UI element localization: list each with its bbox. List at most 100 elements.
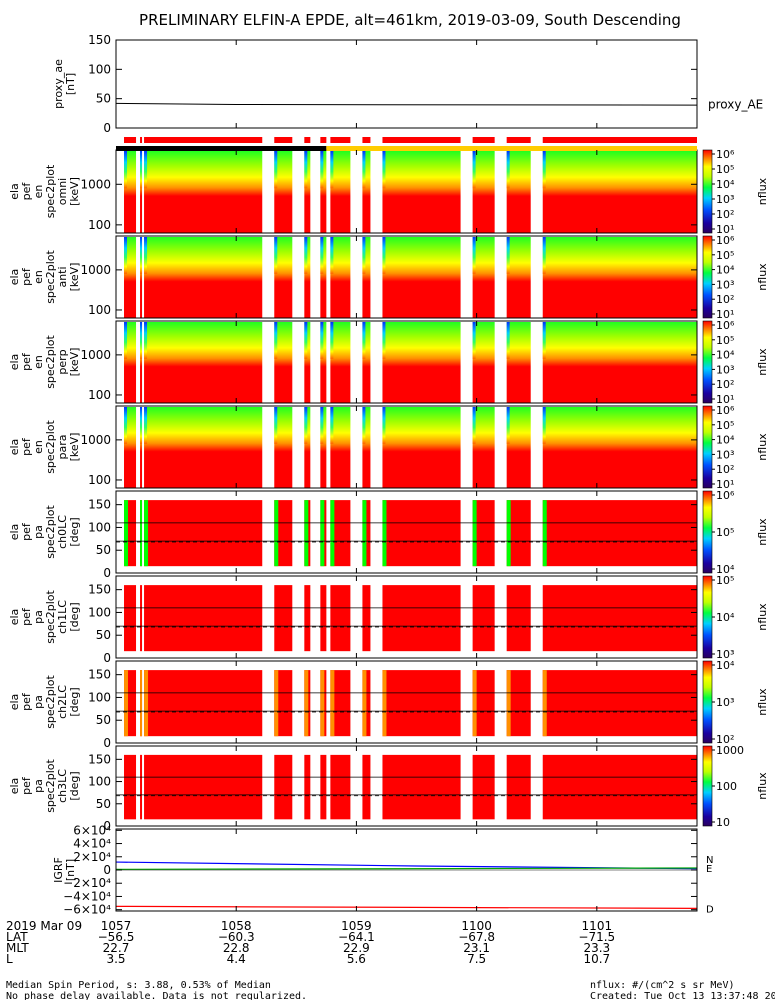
colorbar-label: nflux: [756, 348, 769, 376]
spectrogram-segment-edge: [382, 407, 386, 444]
y-axis-label: en: [32, 440, 45, 454]
figure-title: PRELIMINARY ELFIN-A EPDE, alt=461km, 201…: [139, 11, 681, 29]
y-tick-label: 1000: [80, 433, 111, 447]
colorbar-tick-label: 10⁵: [716, 334, 734, 347]
colorbar-tick-label: 10⁵: [716, 526, 734, 539]
pitch-angle-segment-edge: [382, 670, 387, 737]
pitch-angle-segment-edge: [362, 500, 367, 567]
y-axis-label: ch1LC: [56, 600, 69, 634]
pitch-angle-segment: [472, 585, 495, 652]
time-tick-label: 1059: [341, 919, 372, 933]
spectrogram-segment: [144, 407, 263, 488]
y-axis-label: [deg]: [68, 602, 81, 631]
pitch-angle-segment: [274, 500, 293, 567]
colorbar-tick-label: 10²: [716, 463, 734, 476]
ephemeris-value-mlt: 22.7: [103, 941, 130, 955]
time-tick-label: 1057: [101, 919, 132, 933]
panel-en_para: 1000 100 ela pef en spec2plot para [keV] 10⁶ 10⁵ 1…: [8, 404, 769, 491]
y-tick-label: 100: [88, 303, 111, 317]
y-axis-label: [deg]: [68, 771, 81, 800]
spectrogram-segment: [320, 322, 327, 403]
spectrogram-segment-edge: [542, 237, 546, 274]
y-axis-label: pa: [32, 525, 45, 539]
panel-frame: [115, 490, 698, 574]
y-axis-label: omni: [56, 178, 69, 205]
spectrogram-segment-edge: [506, 407, 510, 444]
colorbar-label: nflux: [756, 518, 769, 546]
spectrogram-segment: [330, 151, 351, 233]
spectrogram-segment-edge: [274, 407, 278, 444]
colorbar-tick-label: 10⁵: [716, 574, 734, 587]
pitch-angle-segment: [542, 500, 697, 567]
spectrogram-segment: [382, 407, 461, 488]
pitch-angle-segment: [506, 500, 531, 567]
y-axis-label: pef: [20, 692, 33, 711]
shadow-bar: [116, 146, 327, 151]
spectrogram-segment-edge: [140, 151, 143, 189]
colorbar-tick-label: 10²: [716, 733, 734, 746]
pitch-angle-segment: [320, 585, 327, 652]
y-tick-label: 0: [103, 121, 111, 135]
pitch-angle-segment-edge: [362, 670, 367, 737]
data-quality-bar: [144, 137, 263, 143]
spectrogram-segment: [506, 407, 531, 488]
pitch-angle-segment: [274, 585, 293, 652]
pitch-angle-segment: [382, 585, 461, 652]
colorbar-tick-label: 10⁴: [716, 434, 735, 447]
ephemeris-value-l: 3.5: [106, 952, 125, 966]
spectrogram-segment: [330, 407, 351, 488]
panel-frame: [115, 405, 698, 489]
y-axis-label: ch2LC: [56, 685, 69, 719]
spectrogram-segment: [506, 151, 531, 233]
pitch-angle-segment: [330, 670, 351, 737]
y-tick-label: 1000: [80, 263, 111, 277]
spectrogram-segment: [124, 151, 137, 233]
pitch-angle-segment-edge: [542, 670, 547, 737]
pitch-angle-segment: [124, 585, 137, 652]
colorbar-tick-label: 10⁴: [716, 264, 735, 277]
spectrogram-segment-edge: [362, 151, 366, 189]
y-axis-label: pa: [32, 610, 45, 624]
colorbar-label: nflux: [756, 177, 769, 205]
spectrogram-segment: [274, 151, 293, 233]
spectrogram-segment: [144, 237, 263, 318]
pitch-angle-segment: [362, 585, 371, 652]
pitch-angle-segment-edge: [140, 670, 143, 737]
spectrogram-segment-edge: [304, 237, 308, 274]
colorbar-tick-label: 10⁶: [716, 234, 735, 247]
spectrogram-segment: [320, 237, 327, 318]
pitch-angle-segment-edge: [304, 500, 309, 567]
y-tick-label: 50: [96, 713, 111, 727]
ephemeris-value-lat: −71.5: [578, 930, 615, 944]
pitch-angle-segment: [506, 754, 531, 820]
colorbar-tick-label: 10²: [716, 378, 734, 391]
colorbar: [702, 490, 713, 574]
panel-frame: [115, 575, 698, 659]
spectrogram-segment: [362, 151, 371, 233]
colorbar-tick-label: 10³: [716, 696, 734, 709]
y-axis-label: pef: [20, 437, 33, 456]
spectrogram-segment-edge: [320, 151, 324, 189]
colorbar-tick-label: 10⁴: [716, 178, 735, 191]
pitch-angle-segment: [144, 670, 263, 737]
spectrogram-segment-edge: [124, 322, 128, 359]
pitch-angle-segment: [320, 754, 327, 820]
colorbar-tick-label: 10: [716, 816, 730, 829]
panel-pa_ch2LC: 150 100 50 0 ela pef pa spec2plot ch2LC [deg] 10⁴ 1…: [8, 659, 769, 750]
y-tick-label: 100: [88, 775, 111, 789]
data-quality-bar: [140, 137, 143, 143]
sunlit-bar: [326, 146, 697, 151]
y-axis-label: ela: [8, 694, 21, 711]
pitch-angle-segment-edge: [542, 500, 547, 567]
time-tick-label: 1100: [461, 919, 492, 933]
panel-pa_ch0LC: 150 100 50 0 ela pef pa spec2plot ch0LC [deg] 10⁶ 1…: [8, 489, 769, 580]
pitch-angle-segment: [362, 670, 371, 737]
y-tick-label: 4×10⁴: [73, 837, 111, 851]
pitch-angle-segment-edge: [320, 670, 325, 737]
y-axis-label: para: [56, 435, 69, 460]
pitch-angle-segment: [144, 585, 263, 652]
colorbar-tick-label: 10³: [716, 448, 734, 461]
spectrogram-segment: [382, 151, 461, 233]
spectrogram-segment-edge: [124, 151, 128, 189]
y-axis-label: ela: [8, 354, 21, 371]
